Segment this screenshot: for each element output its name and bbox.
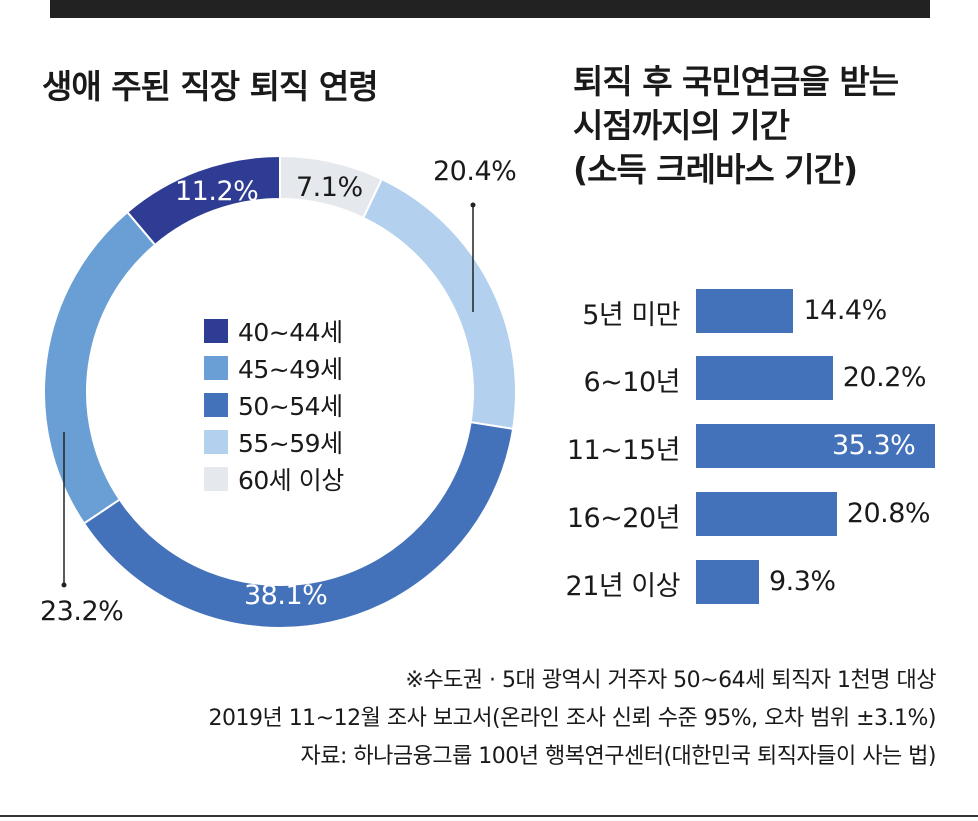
left-chart-title: 생애 주된 직장 퇴직 연령 bbox=[42, 67, 379, 106]
right-chart-title: 퇴직 후 국민연금을 받는 시점까지의 기간 (소득 크레바스 기간) bbox=[573, 60, 899, 192]
bar-value-label: 14.4% bbox=[803, 295, 887, 326]
donut-slice-0 bbox=[125, 154, 281, 247]
right-title-line-2: 시점까지의 기간 bbox=[573, 106, 790, 145]
legend-swatch bbox=[204, 318, 228, 343]
donut-slice-2 bbox=[82, 421, 515, 629]
donut-slice-1 bbox=[43, 210, 157, 525]
legend-item: 55~59세 bbox=[204, 423, 344, 460]
note-line-1: ※수도권 · 5대 광역시 거주자 50~64세 퇴직자 1천명 대상 bbox=[405, 668, 936, 693]
bar-value-label: 20.2% bbox=[842, 362, 927, 393]
bar-value-label: 35.3% bbox=[832, 430, 916, 461]
donut-label-50-54: 38.1% bbox=[244, 580, 328, 611]
legend-swatch bbox=[204, 429, 228, 454]
bar bbox=[696, 492, 837, 536]
bar-category-label: 16~20년 bbox=[566, 503, 681, 534]
bar-category-label: 5년 미만 bbox=[582, 300, 680, 331]
bar-category-label: 11~15년 bbox=[566, 435, 681, 466]
bar bbox=[696, 424, 935, 468]
donut-slices bbox=[43, 154, 517, 629]
bar-category-label: 21년 이상 bbox=[565, 571, 681, 602]
legend-item: 60세 이상 bbox=[204, 460, 344, 497]
bar bbox=[696, 356, 833, 400]
note-line-2: 2019년 11~12월 조사 보고서(온라인 조사 신뢰 수준 95%, 오차… bbox=[208, 706, 936, 731]
legend-swatch bbox=[204, 392, 228, 417]
bar-category-label: 6~10년 bbox=[583, 367, 681, 398]
legend-item: 45~49세 bbox=[204, 349, 344, 386]
leader-dot-45-49 bbox=[61, 582, 67, 588]
source-notes: ※수도권 · 5대 광역시 거주자 50~64세 퇴직자 1천명 대상 2019… bbox=[208, 662, 936, 776]
legend-item: 50~54세 bbox=[204, 386, 344, 423]
bar bbox=[696, 560, 759, 604]
right-title-line-1: 퇴직 후 국민연금을 받는 bbox=[573, 62, 899, 101]
leader-dot-55-59 bbox=[470, 202, 476, 208]
bar-row: 21년 이상 9.3% bbox=[560, 560, 970, 604]
bar-value-label: 20.8% bbox=[846, 498, 931, 529]
legend-label: 55~59세 bbox=[238, 428, 343, 458]
legend-label: 60세 이상 bbox=[238, 465, 344, 495]
donut-label-40-44: 11.2% bbox=[175, 176, 259, 207]
bar-value-label: 9.3% bbox=[768, 566, 836, 597]
legend-item: 40~44세 bbox=[204, 312, 344, 349]
donut-slice-3 bbox=[361, 177, 517, 431]
donut-label-45-49: 23.2% bbox=[40, 596, 124, 627]
donut-legend: 40~44세 45~49세 50~54세 55~59세 60세 이상 bbox=[204, 312, 344, 497]
note-line-3: 자료: 하나금융그룹 100년 행복연구센터(대한민국 퇴직자들이 사는 법) bbox=[300, 744, 936, 769]
bar-row: 6~10년 20.2% bbox=[560, 356, 970, 400]
top-rule bbox=[50, 0, 930, 18]
donut-label-60-plus: 7.1% bbox=[296, 172, 363, 203]
donut-chart bbox=[43, 154, 517, 629]
right-title-line-3: (소득 크레바스 기간) bbox=[573, 150, 858, 189]
bar bbox=[696, 289, 794, 333]
bar-row: 16~20년 20.8% bbox=[560, 492, 970, 536]
bar-row: 5년 미만 14.4% bbox=[560, 289, 970, 333]
bar-row: 11~15년 35.3% bbox=[560, 424, 970, 468]
bottom-rule bbox=[0, 815, 978, 817]
legend-label: 40~44세 bbox=[238, 317, 343, 347]
donut-label-55-59: 20.4% bbox=[433, 156, 517, 187]
legend-label: 45~49세 bbox=[238, 354, 343, 384]
legend-label: 50~54세 bbox=[238, 391, 343, 421]
legend-swatch bbox=[204, 355, 228, 380]
legend-swatch bbox=[204, 466, 228, 491]
